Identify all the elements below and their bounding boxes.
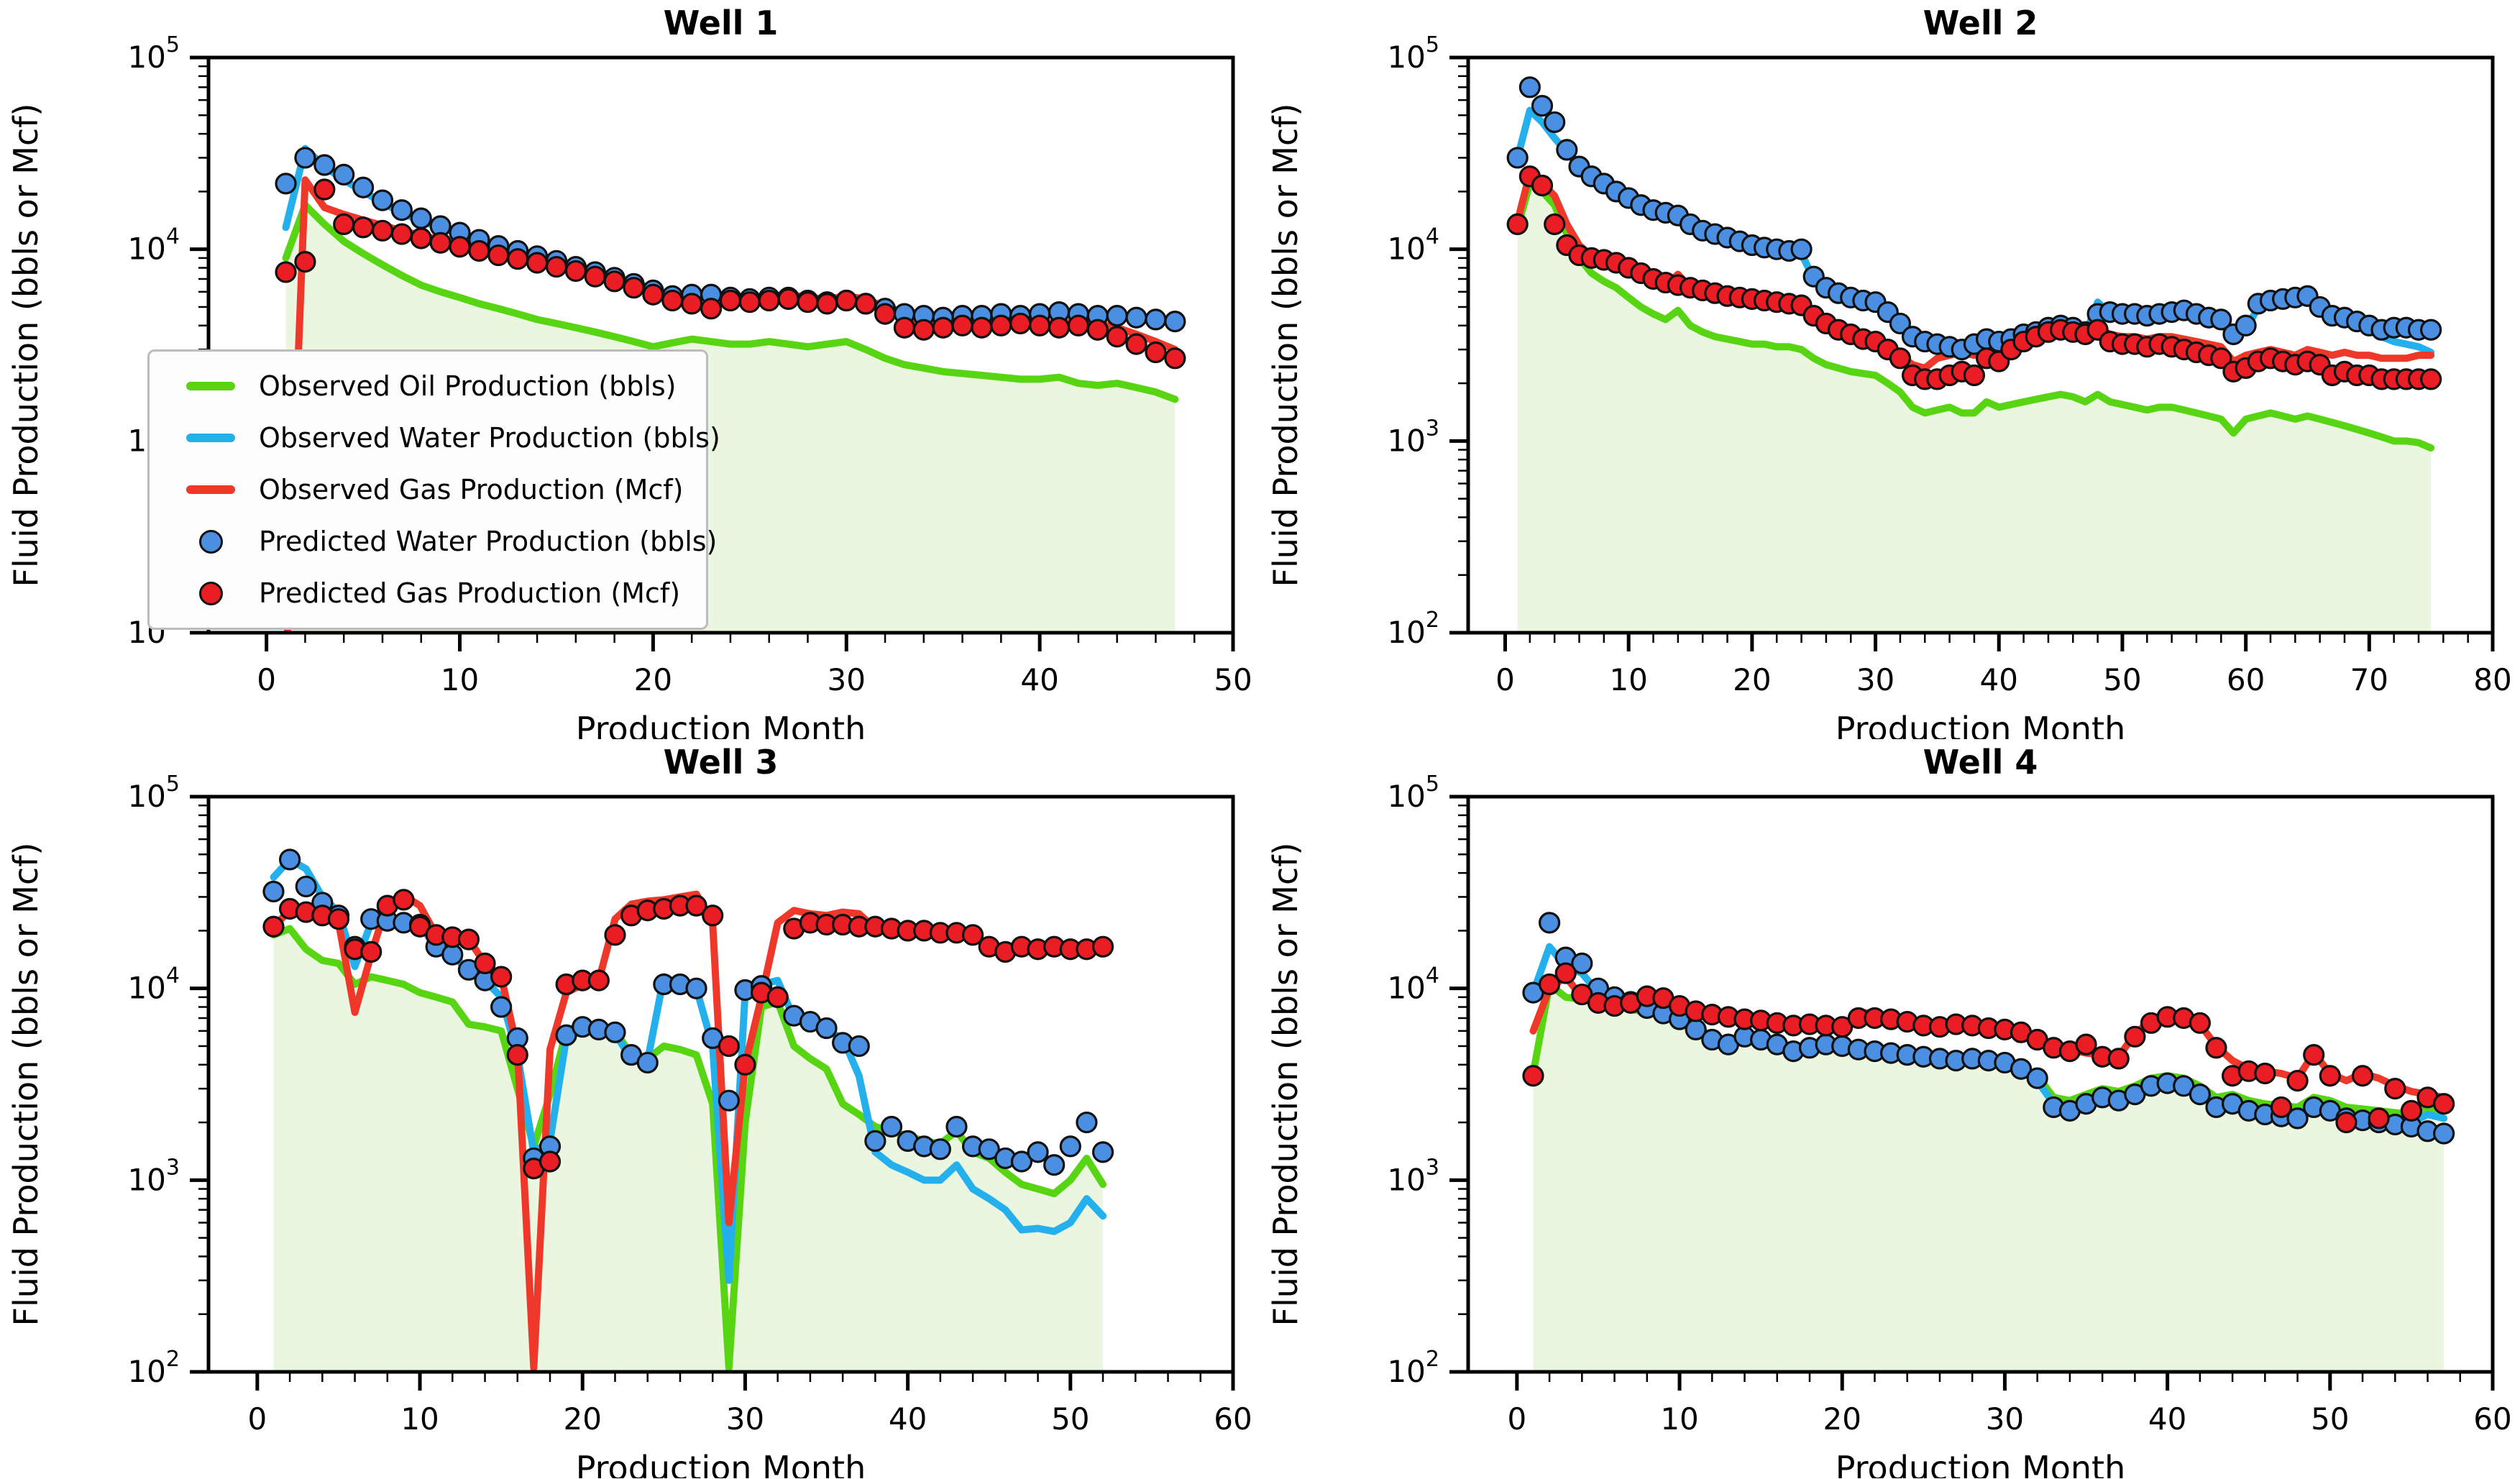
gas-swatch-wrap (162, 485, 259, 494)
svg-text:102: 102 (1387, 1347, 1439, 1389)
legend-item: Predicted Water Production (bbls) (162, 526, 717, 557)
svg-text:Well 3: Well 3 (664, 743, 779, 782)
well-3-chart: 0 10 20 30 40 50 60 102 103 104 105 Well 3 Productio… (6, 743, 1252, 1478)
svg-text:0: 0 (1507, 1401, 1526, 1437)
svg-text:Fluid Production (bbls or Mcf): Fluid Production (bbls or Mcf) (6, 843, 45, 1327)
legend-item: Observed Gas Production (Mcf) (162, 474, 693, 505)
svg-text:102: 102 (127, 1347, 180, 1389)
legend-item: Observed Oil Production (bbls) (162, 370, 693, 402)
gas-pred-dot-swatch (198, 581, 223, 605)
svg-text:105: 105 (1387, 32, 1439, 75)
svg-text:103: 103 (1387, 1155, 1439, 1197)
svg-text:105: 105 (127, 32, 180, 75)
svg-text:50: 50 (2103, 662, 2141, 697)
svg-text:60: 60 (2227, 662, 2265, 697)
svg-text:105: 105 (1387, 771, 1439, 814)
svg-text:50: 50 (1051, 1401, 1089, 1437)
svg-text:104: 104 (127, 963, 180, 1006)
svg-text:40: 40 (1980, 662, 2018, 697)
legend-item: Predicted Gas Production (Mcf) (162, 577, 693, 609)
svg-text:105: 105 (127, 771, 180, 814)
svg-text:Production Month: Production Month (576, 710, 866, 739)
legend-item: Observed Water Production (bbls) (162, 422, 720, 454)
svg-text:Fluid Production (bbls or Mcf): Fluid Production (bbls or Mcf) (6, 104, 45, 587)
svg-text:10: 10 (1660, 1401, 1698, 1437)
svg-text:Well 1: Well 1 (664, 4, 779, 42)
svg-text:103: 103 (1387, 416, 1439, 458)
svg-text:20: 20 (634, 662, 672, 697)
svg-text:103: 103 (127, 1155, 180, 1197)
svg-text:40: 40 (889, 1401, 927, 1437)
svg-text:10: 10 (400, 1401, 439, 1437)
svg-text:Fluid Production (bbls or Mcf): Fluid Production (bbls or Mcf) (1266, 843, 1305, 1327)
svg-text:Well 4: Well 4 (1923, 743, 2038, 782)
water-swatch-wrap (162, 434, 259, 442)
svg-text:104: 104 (127, 224, 180, 267)
legend-item-label: Observed Gas Production (Mcf) (259, 474, 684, 505)
svg-text:Well 2: Well 2 (1923, 4, 2038, 42)
well-1-panel: 01020304050102103104105Well 1Production … (0, 0, 1260, 739)
svg-text:40: 40 (2148, 1401, 2186, 1437)
gas-line-swatch (186, 485, 235, 494)
svg-text:Production Month: Production Month (1836, 710, 2126, 739)
legend-item-label: Predicted Water Production (bbls) (259, 526, 718, 557)
svg-text:70: 70 (2350, 662, 2388, 697)
well-2-panel: 0 10 20 30 40 50 60 70 80 102 103 104 105 Well 2 Produ… (1260, 0, 2519, 739)
svg-text:Fluid Production (bbls or Mcf): Fluid Production (bbls or Mcf) (1266, 104, 1305, 587)
water-pred-swatch-wrap (162, 529, 259, 554)
gas-pred-swatch-wrap (162, 581, 259, 605)
svg-text:30: 30 (726, 1401, 764, 1437)
legend-item-label: Predicted Gas Production (Mcf) (259, 577, 681, 609)
svg-text:Production Month: Production Month (1836, 1449, 2126, 1478)
svg-text:104: 104 (1387, 963, 1439, 1006)
water-pred-dot-swatch (198, 529, 223, 554)
oil-swatch-wrap (162, 382, 259, 390)
svg-text:50: 50 (2311, 1401, 2349, 1437)
svg-text:30: 30 (1856, 662, 1894, 697)
svg-text:0: 0 (257, 662, 276, 697)
svg-text:20: 20 (1733, 662, 1771, 697)
oil-line-swatch (186, 382, 235, 390)
svg-text:102: 102 (1387, 608, 1439, 650)
svg-text:60: 60 (2473, 1401, 2511, 1437)
svg-text:0: 0 (1495, 662, 1515, 697)
svg-text:30: 30 (828, 662, 866, 697)
svg-text:20: 20 (1823, 1401, 1861, 1437)
svg-text:10: 10 (441, 662, 479, 697)
legend: Observed Oil Production (bbls) Observed … (147, 349, 720, 630)
legend-item-label: Observed Water Production (bbls) (259, 422, 720, 454)
svg-text:0: 0 (247, 1401, 267, 1437)
well-4-chart: 0 10 20 30 40 50 60 102 103 104 105 Well 4 Productio… (1266, 743, 2512, 1478)
svg-text:10: 10 (1609, 662, 1647, 697)
svg-text:80: 80 (2473, 662, 2511, 697)
svg-text:60: 60 (1214, 1401, 1252, 1437)
well-2-chart: 0 10 20 30 40 50 60 70 80 102 103 104 105 Well 2 Produ… (1266, 4, 2512, 739)
well-3-panel: 0 10 20 30 40 50 60 102 103 104 105 Well 3 Productio… (0, 739, 1260, 1478)
legend-item-label: Observed Oil Production (bbls) (259, 370, 677, 402)
svg-text:50: 50 (1214, 662, 1252, 697)
svg-text:30: 30 (1986, 1401, 2024, 1437)
water-line-swatch (186, 434, 235, 442)
svg-text:40: 40 (1020, 662, 1058, 697)
svg-text:Production Month: Production Month (576, 1449, 866, 1478)
svg-text:104: 104 (1387, 224, 1439, 267)
svg-text:20: 20 (564, 1401, 602, 1437)
well-4-panel: 0 10 20 30 40 50 60 102 103 104 105 Well 4 Productio… (1260, 739, 2519, 1478)
